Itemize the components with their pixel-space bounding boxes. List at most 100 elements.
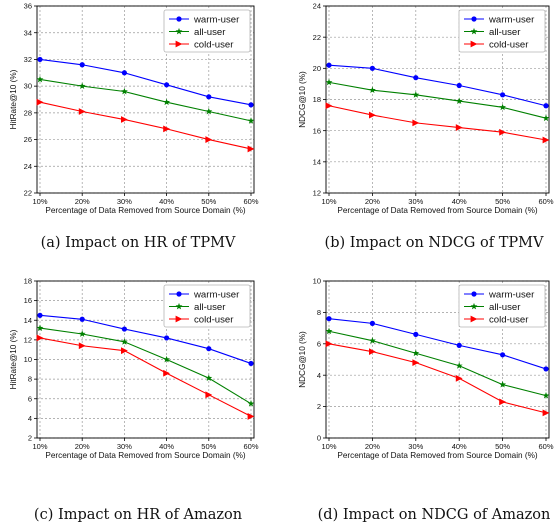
data-point-all-user: [247, 400, 255, 407]
data-point-cold-user: [455, 124, 463, 131]
data-point-cold-user: [205, 391, 213, 399]
data-point-warm-user: [121, 70, 127, 76]
legend-marker-cold-user: [175, 40, 183, 48]
legend-label-warm-user: warm-user: [193, 289, 240, 300]
y-tick-label: 18: [24, 277, 32, 286]
data-point-warm-user: [413, 331, 419, 337]
data-point-warm-user: [206, 94, 212, 100]
data-point-all-user: [455, 97, 463, 104]
legend-label-warm-user: warm-user: [193, 14, 240, 25]
data-point-cold-user: [163, 369, 170, 377]
legend-label-cold-user: cold-user: [194, 314, 234, 325]
y-tick-label: 8: [317, 308, 321, 317]
data-point-all-user: [120, 87, 128, 95]
data-point-all-user: [412, 91, 420, 98]
x-tick-label: 30%: [408, 442, 423, 451]
y-tick-label: 14: [24, 316, 32, 325]
y-tick-label: 12: [313, 189, 321, 198]
data-point-all-user: [368, 337, 376, 344]
data-point-warm-user: [369, 320, 375, 326]
y-tick-label: 24: [24, 162, 32, 171]
data-point-warm-user: [369, 65, 375, 71]
data-point-all-user: [325, 78, 333, 86]
y-tick-label: 16: [313, 126, 321, 135]
data-point-warm-user: [413, 75, 419, 81]
x-tick-label: 60%: [243, 442, 258, 451]
x-tick-label: 30%: [117, 197, 132, 206]
data-point-all-user: [499, 381, 507, 388]
y-tick-label: 22: [313, 33, 321, 42]
legend-box: [163, 9, 251, 53]
series-line-all-user: [328, 81, 547, 119]
data-point-warm-user: [543, 103, 549, 109]
series-line-warm-user: [39, 58, 252, 106]
legend-label-cold-user: cold-user: [194, 39, 234, 50]
data-point-warm-user: [79, 316, 85, 322]
data-point-cold-user: [455, 374, 463, 382]
data-point-all-user: [36, 75, 44, 83]
y-tick-label: 8: [28, 375, 32, 384]
data-point-all-user: [163, 355, 171, 363]
data-point-warm-user: [248, 360, 254, 367]
data-point-cold-user: [205, 136, 213, 143]
x-tick-label: 10%: [32, 197, 47, 206]
series-line-warm-user: [328, 64, 547, 107]
legend-box: [458, 9, 546, 53]
data-point-all-user: [455, 362, 463, 369]
y-tick-label: 26: [24, 135, 32, 144]
y-tick-label: 36: [24, 2, 32, 11]
chart-panel-1: 22 24 26 28 30 32 34 36 10% 20% 30% 40% 50% 60%Percen…: [9, 2, 259, 251]
x-tick-label: 20%: [365, 442, 380, 451]
x-tick-label: 20%: [75, 197, 90, 206]
x-tick-label: 40%: [159, 197, 174, 206]
legend-marker-warm-user: [176, 16, 182, 22]
y-tick-label: 2: [317, 402, 321, 411]
data-point-all-user: [542, 392, 550, 399]
data-point-cold-user: [121, 347, 128, 355]
y-tick-label: 10: [24, 355, 32, 364]
y-axis-label: NDCG@10 (%): [298, 71, 307, 128]
data-point-cold-user: [247, 413, 255, 420]
legend-label-all-user: all-user: [194, 27, 226, 38]
data-point-warm-user: [500, 92, 506, 98]
data-point-warm-user: [164, 335, 170, 341]
legend-marker-warm-user: [471, 291, 477, 297]
y-tick-label: 18: [313, 95, 321, 104]
y-tick-label: 12: [24, 335, 32, 344]
data-point-warm-user: [326, 316, 332, 322]
data-point-cold-user: [412, 119, 420, 127]
legend-marker-warm-user: [176, 291, 182, 297]
x-tick-label: 30%: [117, 442, 132, 451]
legend-marker-cold-user: [470, 40, 478, 48]
series-line-cold-user: [39, 337, 252, 417]
legend-label-cold-user: cold-user: [489, 314, 529, 325]
data-point-all-user: [412, 349, 420, 357]
x-axis-label: Percentage of Data Removed from Source D…: [45, 451, 245, 460]
panel-caption: (b) Impact on NDCG of TPMV: [325, 235, 544, 251]
data-point-cold-user: [325, 340, 333, 348]
series-line-warm-user: [39, 314, 252, 364]
data-point-all-user: [78, 330, 86, 337]
y-axis-label: HitRate@10 (%): [9, 329, 18, 389]
y-tick-label: 14: [313, 157, 321, 166]
data-point-cold-user: [542, 136, 550, 144]
legend-marker-cold-user: [175, 315, 183, 323]
y-axis-label: HitRate@10 (%): [9, 69, 18, 129]
x-tick-label: 10%: [32, 442, 47, 451]
data-point-all-user: [542, 114, 550, 122]
data-point-cold-user: [36, 98, 44, 106]
y-tick-label: 30: [24, 82, 32, 91]
data-point-all-user: [499, 103, 507, 111]
y-tick-label: 10: [313, 277, 321, 286]
data-point-all-user: [325, 327, 333, 335]
y-tick-label: 6: [28, 394, 32, 403]
data-point-all-user: [205, 107, 213, 115]
y-tick-label: 0: [317, 434, 321, 443]
legend-marker-all-user: [175, 302, 183, 310]
data-point-cold-user: [499, 128, 506, 136]
x-tick-label: 20%: [365, 197, 380, 206]
data-point-warm-user: [500, 352, 506, 358]
